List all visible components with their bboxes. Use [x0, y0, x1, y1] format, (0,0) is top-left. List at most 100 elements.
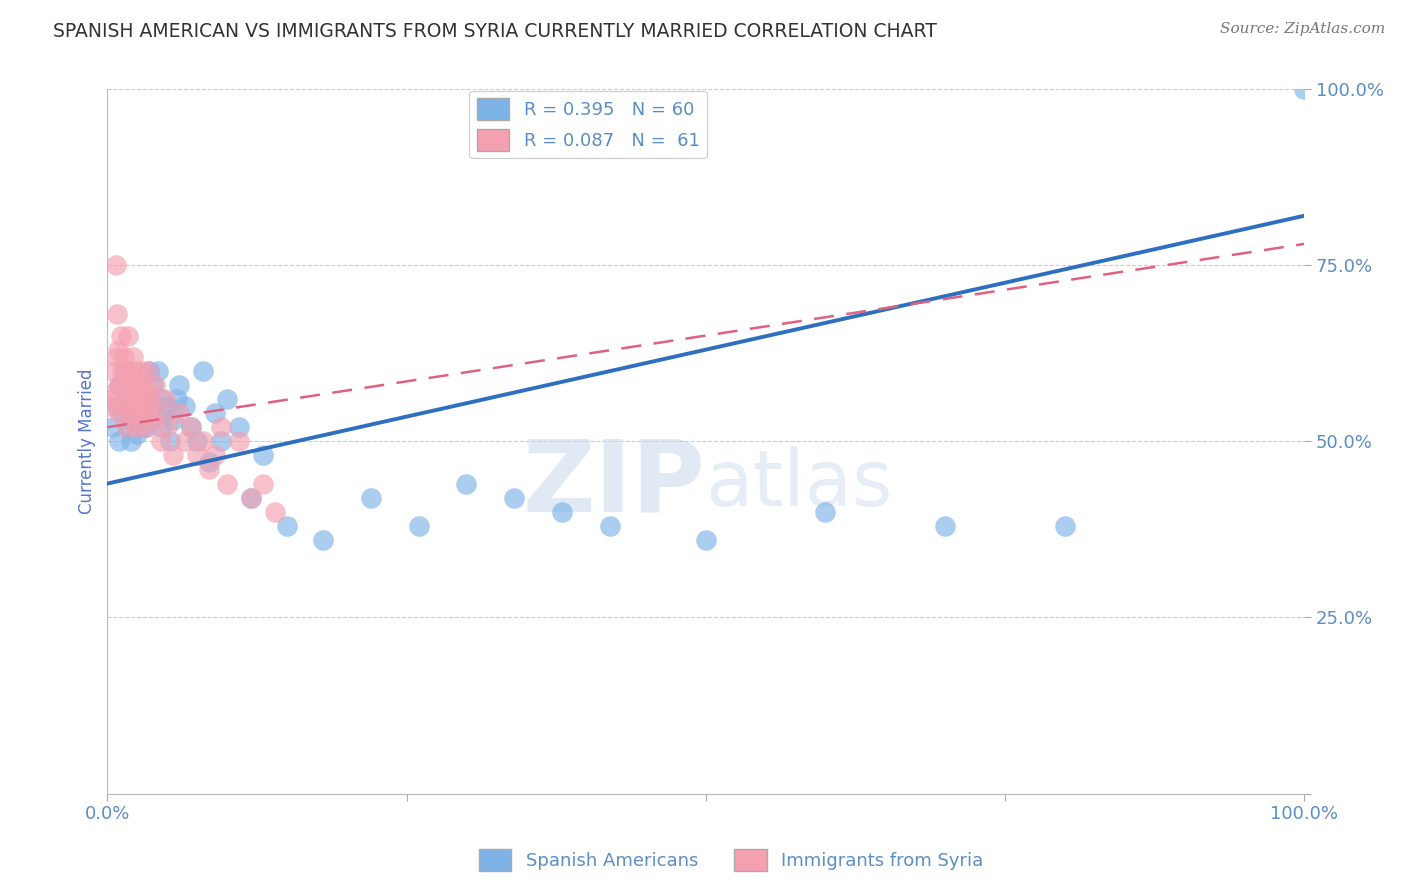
Point — [103, 420, 125, 434]
Point — [117, 420, 139, 434]
Point — [128, 399, 150, 413]
Point — [135, 392, 157, 406]
Point — [162, 449, 184, 463]
Point — [276, 519, 298, 533]
Point — [136, 364, 159, 378]
Point — [215, 392, 238, 406]
Point — [814, 505, 837, 519]
Point — [132, 413, 155, 427]
Point — [1053, 519, 1076, 533]
Point — [180, 420, 202, 434]
Point — [138, 392, 160, 406]
Point — [118, 378, 141, 392]
Point — [114, 392, 136, 406]
Point — [105, 307, 128, 321]
Point — [252, 476, 274, 491]
Point — [132, 384, 155, 399]
Point — [129, 420, 152, 434]
Point — [114, 364, 136, 378]
Point — [122, 399, 145, 413]
Point — [156, 420, 179, 434]
Text: Source: ZipAtlas.com: Source: ZipAtlas.com — [1219, 22, 1385, 37]
Point — [111, 378, 134, 392]
Point — [120, 434, 142, 449]
Point — [120, 364, 142, 378]
Point — [166, 392, 188, 406]
Point — [127, 420, 149, 434]
Point — [120, 392, 142, 406]
Point — [599, 519, 621, 533]
Point — [186, 449, 208, 463]
Point — [551, 505, 574, 519]
Point — [146, 406, 169, 420]
Legend: R = 0.395   N = 60, R = 0.087   N =  61: R = 0.395 N = 60, R = 0.087 N = 61 — [470, 91, 707, 159]
Point — [112, 350, 135, 364]
Point — [127, 399, 149, 413]
Point — [127, 384, 149, 399]
Point — [118, 384, 141, 399]
Point — [146, 364, 169, 378]
Point — [143, 378, 166, 392]
Point — [135, 420, 157, 434]
Point — [111, 399, 134, 413]
Point — [228, 420, 250, 434]
Point — [122, 378, 145, 392]
Point — [186, 434, 208, 449]
Point — [312, 533, 335, 547]
Point — [111, 364, 134, 378]
Point — [934, 519, 956, 533]
Point — [104, 258, 127, 272]
Point — [240, 491, 263, 505]
Point — [108, 378, 131, 392]
Point — [503, 491, 526, 505]
Point — [167, 378, 190, 392]
Point — [107, 343, 129, 357]
Point — [103, 364, 125, 378]
Point — [105, 399, 128, 413]
Point — [209, 420, 232, 434]
Point — [456, 476, 478, 491]
Point — [150, 392, 173, 406]
Point — [121, 350, 143, 364]
Point — [115, 420, 138, 434]
Point — [138, 364, 160, 378]
Point — [695, 533, 717, 547]
Text: ZIP: ZIP — [523, 435, 706, 532]
Point — [131, 392, 153, 406]
Point — [159, 434, 181, 449]
Point — [105, 350, 128, 364]
Point — [408, 519, 430, 533]
Point — [209, 434, 232, 449]
Point — [264, 505, 287, 519]
Point — [1294, 82, 1316, 96]
Point — [127, 406, 149, 420]
Point — [138, 384, 160, 399]
Point — [204, 406, 226, 420]
Point — [191, 364, 214, 378]
Point — [153, 406, 176, 420]
Text: atlas: atlas — [706, 446, 893, 522]
Point — [162, 413, 184, 427]
Point — [150, 420, 173, 434]
Point — [360, 491, 382, 505]
Point — [150, 434, 173, 449]
Point — [114, 364, 136, 378]
Point — [252, 449, 274, 463]
Point — [139, 399, 162, 413]
Point — [135, 420, 157, 434]
Point — [153, 392, 176, 406]
Point — [141, 413, 163, 427]
Point — [174, 399, 197, 413]
Point — [129, 364, 152, 378]
Point — [180, 420, 202, 434]
Point — [124, 384, 146, 399]
Point — [110, 328, 132, 343]
Point — [198, 462, 221, 476]
Legend: Spanish Americans, Immigrants from Syria: Spanish Americans, Immigrants from Syria — [471, 842, 991, 879]
Point — [125, 364, 148, 378]
Point — [174, 434, 197, 449]
Point — [108, 378, 131, 392]
Point — [204, 449, 226, 463]
Point — [111, 406, 134, 420]
Point — [228, 434, 250, 449]
